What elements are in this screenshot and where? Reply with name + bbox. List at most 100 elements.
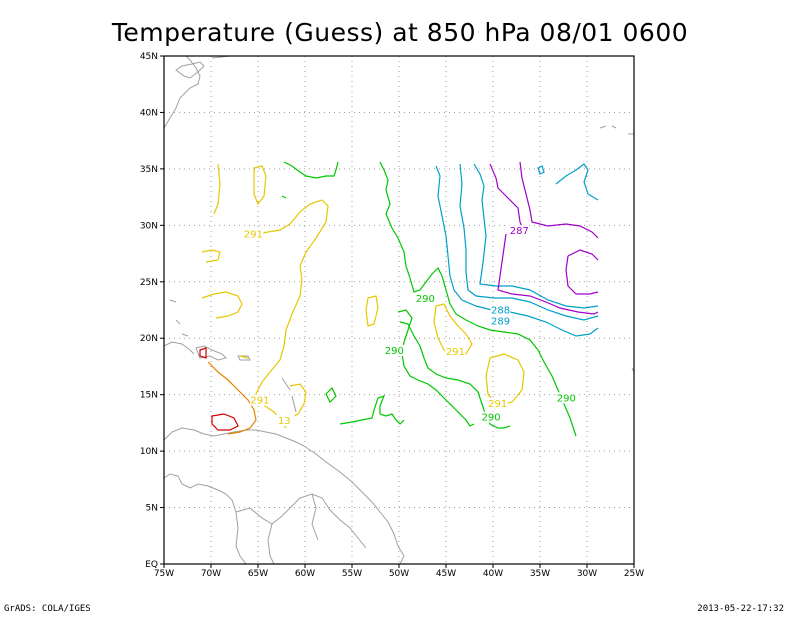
- lon-tick-label: 45W: [436, 569, 456, 579]
- contour-label: 290: [557, 393, 576, 404]
- contour-line: [489, 163, 525, 233]
- contour-label-bg: [490, 315, 511, 327]
- lat-tick-label: 25N: [140, 278, 158, 288]
- contour-label-bg: [415, 292, 436, 304]
- contour-line: [239, 355, 249, 359]
- contour-line: [555, 163, 599, 201]
- contour-line: [199, 347, 207, 359]
- lon-tick-label: 35W: [530, 569, 550, 579]
- contour-line: [283, 161, 339, 179]
- lat-tick-label: 40N: [140, 108, 158, 118]
- contour-label: 290: [385, 346, 404, 357]
- temperature-contours: [199, 161, 599, 437]
- coastline: [163, 55, 201, 129]
- coastline: [291, 395, 297, 413]
- contour-label: 291: [244, 230, 263, 241]
- contour-line: [211, 413, 239, 431]
- timestamp: 2013-05-22-17:32: [697, 604, 784, 614]
- contour-line: [485, 353, 525, 407]
- coastline: [237, 355, 251, 361]
- coastline: [163, 341, 195, 355]
- contour-line: [473, 163, 599, 309]
- contour-label: 288: [491, 305, 510, 316]
- contour-label-bg: [249, 394, 270, 406]
- contour-line: [243, 199, 329, 429]
- contour-line: [201, 249, 221, 263]
- contour-line: [325, 386, 337, 404]
- contour-label-bg: [445, 346, 466, 358]
- contour-label: 291: [250, 396, 269, 407]
- contour-line: [379, 161, 577, 437]
- lon-tick-label: 50W: [389, 569, 409, 579]
- coastline: [599, 125, 607, 129]
- lon-tick-label: 75W: [154, 569, 174, 579]
- grads-credit: GrADS: COLA/IGES: [4, 604, 91, 614]
- contour-line: [459, 163, 599, 321]
- coastline: [175, 61, 205, 79]
- lon-tick-label: 40W: [483, 569, 503, 579]
- contour-line: [497, 233, 599, 315]
- contour-line: [207, 361, 257, 435]
- lon-tick-label: 70W: [201, 569, 221, 579]
- contour-label-bg: [274, 414, 295, 426]
- contour-line: [289, 383, 307, 419]
- lon-tick-label: 25W: [624, 569, 644, 579]
- lat-tick-label: 35N: [140, 165, 158, 175]
- contour-line: [435, 165, 599, 337]
- contour-label: 290: [416, 294, 435, 305]
- contour-line: [253, 165, 267, 206]
- coastline: [181, 333, 189, 337]
- lon-tick-label: 55W: [342, 569, 362, 579]
- lat-tick-label: 5N: [146, 504, 158, 514]
- lon-tick-label: 30W: [577, 569, 597, 579]
- coastline: [163, 473, 247, 565]
- contour-line: [281, 195, 287, 199]
- contour-line: [537, 165, 545, 175]
- coastline: [169, 299, 177, 303]
- contour-label: 291: [488, 399, 507, 410]
- contour-label: 291: [446, 347, 465, 358]
- lat-tick-label: 30N: [140, 221, 158, 231]
- contour-label-bg: [243, 228, 264, 240]
- contour-label-bg: [384, 344, 405, 356]
- coastline: [267, 523, 275, 565]
- lat-tick-label: 10N: [140, 447, 158, 457]
- coastline: [311, 493, 319, 541]
- contour-line: [433, 303, 473, 357]
- contour-line: [519, 161, 599, 239]
- lat-tick-label: 45N: [140, 52, 158, 62]
- contour-line: [399, 321, 511, 429]
- lat-tick-label: EQ: [145, 560, 158, 570]
- contour-line: [565, 255, 599, 295]
- lat-tick-label: 20N: [140, 334, 158, 344]
- contour-label: 290: [482, 413, 501, 424]
- coastline: [235, 493, 367, 549]
- coastline: [175, 319, 181, 325]
- contour-label-bg: [556, 392, 577, 404]
- lon-tick-label: 60W: [295, 569, 315, 579]
- contour-label: 13: [278, 416, 291, 427]
- map-title: Temperature (Guess) at 850 hPa 08/01 060…: [111, 18, 689, 47]
- axis-ticks: EQ 5N 10N 15N 20N 25N 30N 35N 40N 45N 75W 70W 65W 60W…: [140, 52, 644, 579]
- coastline: [611, 125, 617, 129]
- lon-tick-label: 65W: [248, 569, 268, 579]
- coastline: [281, 377, 291, 391]
- contour-line: [213, 163, 221, 215]
- coastline: [163, 427, 405, 565]
- contour-line: [567, 249, 599, 261]
- lat-lon-grid: [164, 56, 634, 564]
- map-frame: [163, 55, 635, 565]
- coastline-layer: [163, 55, 635, 565]
- contour-label-bg: [487, 397, 508, 409]
- contour-line: [201, 291, 243, 319]
- contour-line: [365, 295, 379, 327]
- lat-tick-label: 15N: [140, 391, 158, 401]
- contour-label: 287: [510, 226, 529, 237]
- contour-line: [339, 395, 405, 425]
- contour-label-bg: [490, 304, 511, 316]
- contour-label-bg: [481, 411, 502, 423]
- contour-label: 289: [491, 317, 510, 328]
- contour-label-bg: [509, 225, 530, 237]
